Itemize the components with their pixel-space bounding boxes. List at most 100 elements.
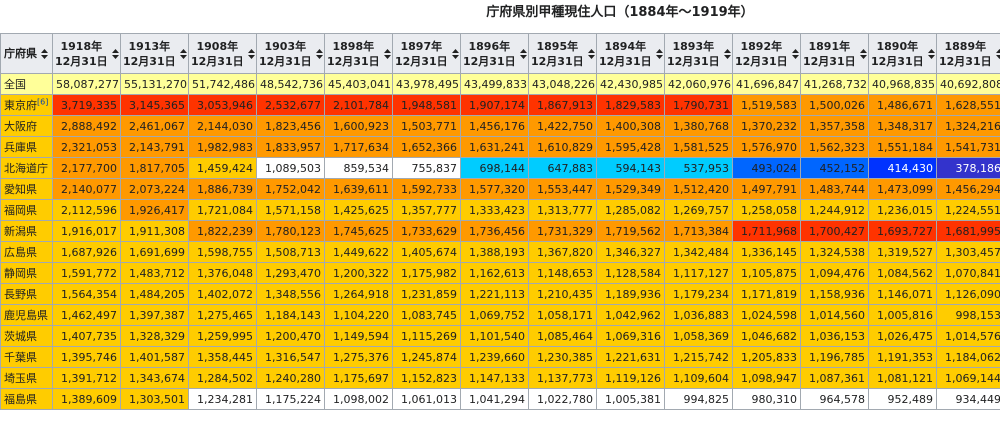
population-cell: 1,224,551 — [936, 199, 1000, 221]
population-cell: 3,719,335 — [52, 94, 121, 116]
table-row: 愛知県 2,140,077 2,073,224 1,886,739 1,752,042 1… — [0, 178, 1000, 200]
population-cell: 3,145,365 — [120, 94, 189, 116]
sort-icon[interactable] — [247, 48, 255, 59]
population-cell: 1,508,713 — [256, 241, 325, 263]
prefecture-name[interactable]: 埼玉県 — [4, 372, 37, 385]
population-cell: 1,631,241 — [460, 136, 529, 158]
prefecture-name[interactable]: 兵庫県 — [4, 141, 37, 154]
sort-icon[interactable] — [927, 48, 935, 59]
population-cell: 1,348,556 — [256, 283, 325, 305]
population-cell: 1,391,712 — [52, 367, 121, 389]
sort-icon[interactable] — [179, 48, 187, 59]
prefecture-name[interactable]: 鹿児島県 — [4, 309, 48, 322]
prefecture-name[interactable]: 全国 — [4, 78, 26, 91]
prefecture-name[interactable]: 大阪府 — [4, 120, 37, 133]
population-cell: 1,591,772 — [52, 262, 121, 284]
sort-icon[interactable] — [383, 48, 391, 59]
sort-icon[interactable] — [587, 48, 595, 59]
population-cell: 43,048,226 — [528, 73, 597, 95]
column-header-date-label: 12月31日 — [939, 54, 992, 68]
population-cell: 1,094,476 — [800, 262, 869, 284]
population-cell: 1,042,962 — [596, 304, 665, 326]
column-header-year[interactable]: 1896年 12月31日 — [460, 33, 529, 74]
population-cell: 1,328,329 — [120, 325, 189, 347]
population-cell: 1,456,294 — [936, 178, 1000, 200]
column-header-year[interactable]: 1908年 12月31日 — [188, 33, 257, 74]
table-row: 埼玉県 1,391,712 1,343,674 1,284,502 1,240,280 1… — [0, 367, 1000, 389]
population-cell: 1,721,084 — [188, 199, 257, 221]
table-body: 全国 58,087,277 55,131,270 51,742,486 48,542,7… — [0, 73, 1000, 410]
population-cell: 1,407,735 — [52, 325, 121, 347]
prefecture-name[interactable]: 福島県 — [4, 393, 37, 406]
prefecture-name[interactable]: 静岡県 — [4, 267, 37, 280]
population-cell: 1,069,316 — [596, 325, 665, 347]
prefecture-cell: 全国 — [0, 73, 53, 95]
population-cell: 1,098,947 — [732, 367, 801, 389]
population-cell: 1,752,042 — [256, 178, 325, 200]
sort-icon[interactable] — [995, 48, 1000, 59]
column-header-year-label: 1892年 — [740, 39, 783, 53]
population-cell: 1,576,970 — [732, 136, 801, 158]
population-cell: 40,692,808 — [936, 73, 1000, 95]
population-cell: 1,581,525 — [664, 136, 733, 158]
column-header-year[interactable]: 1893年 12月31日 — [664, 33, 733, 74]
population-cell: 1,592,733 — [392, 178, 461, 200]
prefecture-name[interactable]: 愛知県 — [4, 183, 37, 196]
column-header-year[interactable]: 1889年 12月31日 — [936, 33, 1000, 74]
population-cell: 1,500,026 — [800, 94, 869, 116]
population-cell: 1,780,123 — [256, 220, 325, 242]
population-cell: 1,342,484 — [664, 241, 733, 263]
column-header-year[interactable]: 1897年 12月31日 — [392, 33, 461, 74]
column-header-year[interactable]: 1890年 12月31日 — [868, 33, 937, 74]
prefecture-name[interactable]: 千葉県 — [4, 351, 37, 364]
population-cell: 1,179,234 — [664, 283, 733, 305]
population-cell: 1,293,470 — [256, 262, 325, 284]
sort-icon[interactable] — [451, 48, 459, 59]
prefecture-name[interactable]: 東京府 — [4, 99, 37, 112]
column-header-year[interactable]: 1895年 12月31日 — [528, 33, 597, 74]
prefecture-name[interactable]: 茨城県 — [4, 330, 37, 343]
population-cell: 2,532,677 — [256, 94, 325, 116]
column-header-date-label: 12月31日 — [191, 54, 244, 68]
footnote-link[interactable]: [6] — [37, 97, 49, 107]
sort-icon[interactable] — [791, 48, 799, 59]
column-header-year[interactable]: 1918年 12月31日 — [52, 33, 121, 74]
population-cell: 414,430 — [868, 157, 937, 179]
prefecture-name[interactable]: 広島県 — [4, 246, 37, 259]
prefecture-name[interactable]: 福岡県 — [4, 204, 37, 217]
prefecture-name[interactable]: 北海道庁 — [4, 162, 48, 175]
population-cell: 1,022,780 — [528, 388, 597, 410]
column-header-year[interactable]: 1903年 12月31日 — [256, 33, 325, 74]
column-header-year[interactable]: 1898年 12月31日 — [324, 33, 393, 74]
sort-icon[interactable] — [519, 48, 527, 59]
sort-icon[interactable] — [41, 49, 48, 59]
population-cell: 1,400,308 — [596, 115, 665, 137]
prefecture-cell: 長野県 — [0, 283, 53, 305]
column-header-year[interactable]: 1892年 12月31日 — [732, 33, 801, 74]
population-cell: 1,275,465 — [188, 304, 257, 326]
sort-icon[interactable] — [111, 48, 119, 59]
prefecture-name[interactable]: 新潟県 — [4, 225, 37, 238]
sort-icon[interactable] — [655, 48, 663, 59]
population-cell: 1,486,671 — [868, 94, 937, 116]
population-cell: 1,598,755 — [188, 241, 257, 263]
prefecture-name[interactable]: 長野県 — [4, 288, 37, 301]
column-header-prefecture[interactable]: 庁府県 — [0, 33, 53, 74]
column-header-year[interactable]: 1894年 12月31日 — [596, 33, 665, 74]
column-header-year[interactable]: 1913年 12月31日 — [120, 33, 189, 74]
population-cell: 1,285,082 — [596, 199, 665, 221]
population-cell: 1,595,428 — [596, 136, 665, 158]
sort-icon[interactable] — [859, 48, 867, 59]
column-header-year[interactable]: 1891年 12月31日 — [800, 33, 869, 74]
sort-icon[interactable] — [315, 48, 323, 59]
column-header-text: 1893年 12月31日 — [667, 39, 720, 69]
population-cell: 1,367,820 — [528, 241, 597, 263]
population-cell: 1,036,153 — [800, 325, 869, 347]
table-row: 北海道庁 2,177,700 1,817,705 1,459,424 1,089,503… — [0, 157, 1000, 179]
population-cell: 2,112,596 — [52, 199, 121, 221]
population-cell: 1,736,456 — [460, 220, 529, 242]
population-cell: 1,319,527 — [868, 241, 937, 263]
column-header-text: 1903年 12月31日 — [259, 39, 312, 69]
population-cell: 1,200,470 — [256, 325, 325, 347]
sort-icon[interactable] — [723, 48, 731, 59]
